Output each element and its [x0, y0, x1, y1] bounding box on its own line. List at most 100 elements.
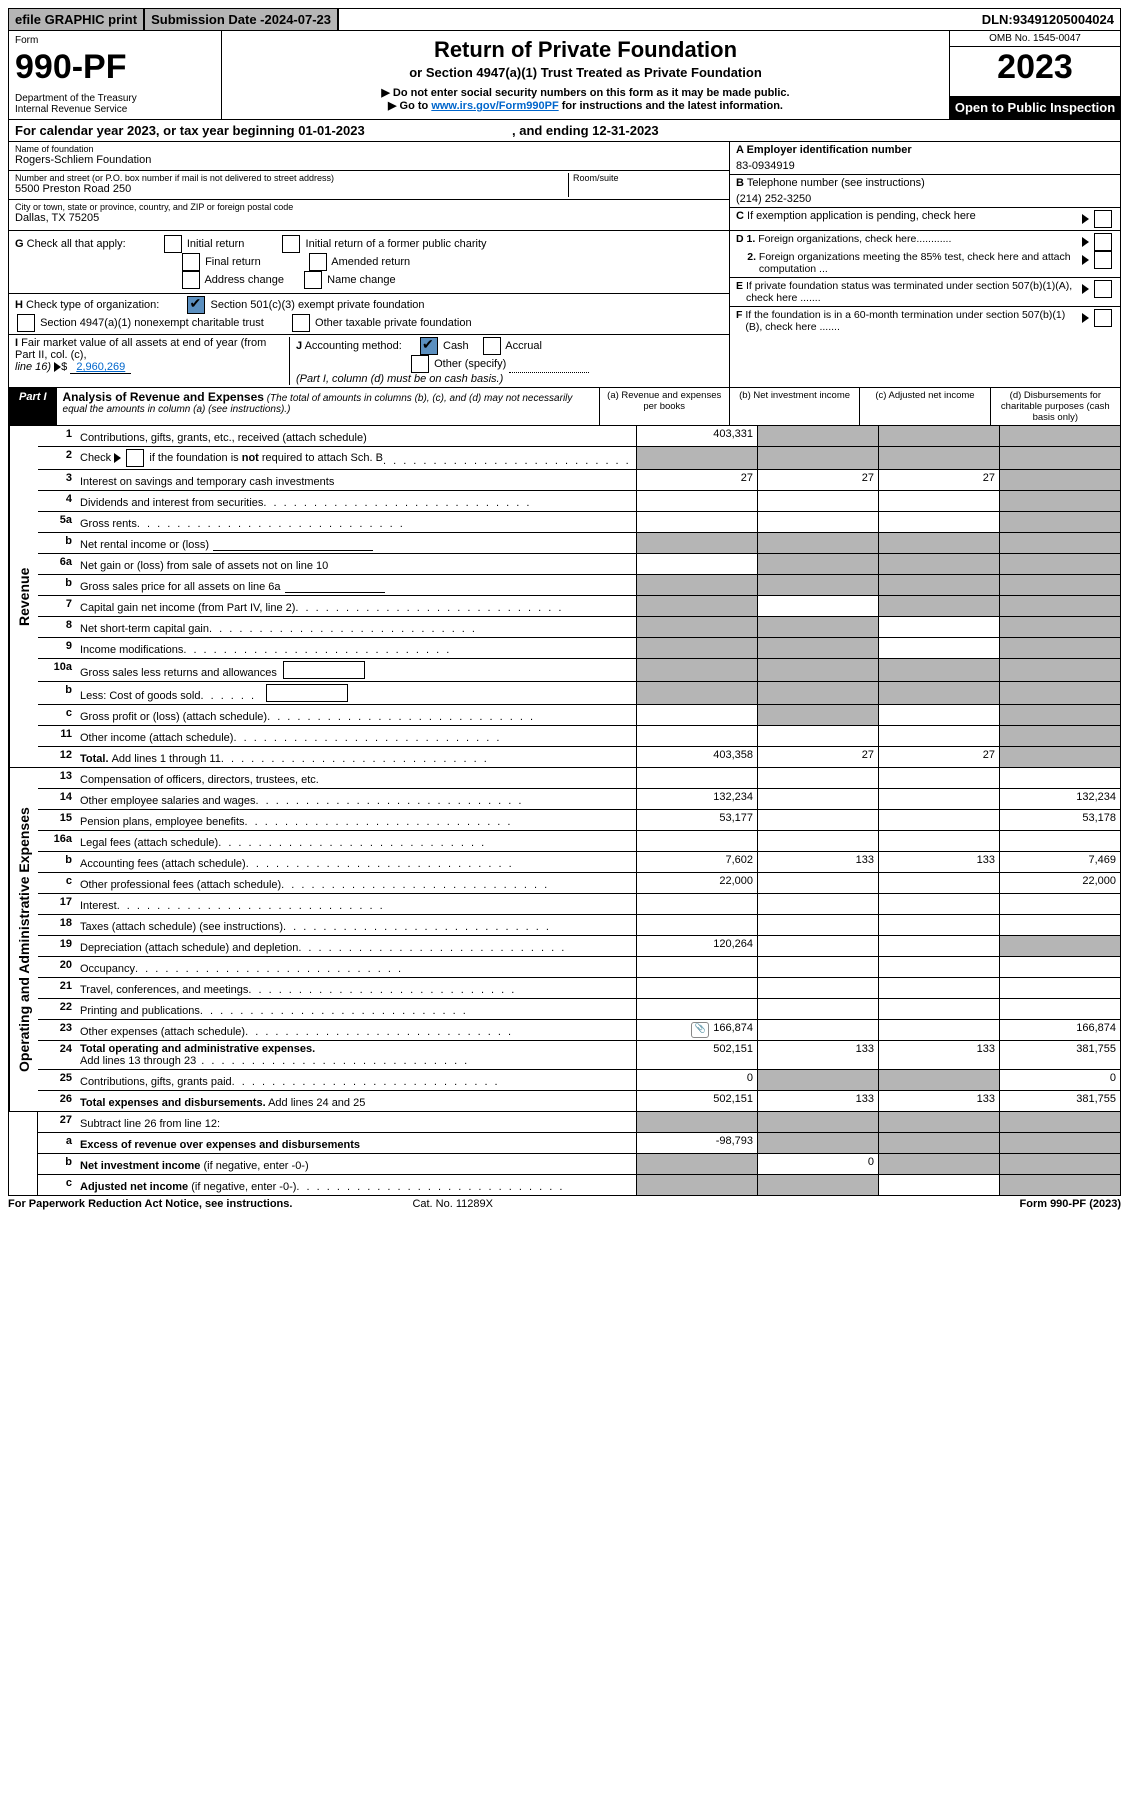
table-row: 25Contributions, gifts, grants paid 00: [38, 1070, 1120, 1091]
checkbox-accrual[interactable]: [483, 337, 501, 355]
instruction-1: ▶ Do not enter social security numbers o…: [230, 86, 941, 99]
subtotal-section: 27Subtract line 26 from line 12: aExcess…: [8, 1112, 1121, 1196]
arrow-icon: [1082, 313, 1089, 323]
checkbox-d1[interactable]: [1094, 233, 1112, 251]
form-title: Return of Private Foundation: [230, 37, 941, 63]
col-d-header: (d) Disbursements for charitable purpose…: [991, 388, 1120, 425]
dln: DLN: 93491205004024: [976, 9, 1120, 30]
dept-line-2: Internal Revenue Service: [15, 104, 215, 115]
dept-line-1: Department of the Treasury: [15, 93, 215, 104]
checkbox-initial-public[interactable]: [282, 235, 300, 253]
table-row: 3Interest on savings and temporary cash …: [38, 470, 1120, 491]
checkbox-schb[interactable]: [126, 449, 144, 467]
g-row: G Check all that apply: Initial return I…: [9, 231, 729, 294]
table-row: bLess: Cost of goods sold: [38, 682, 1120, 705]
table-row: 26Total expenses and disbursements. Add …: [38, 1091, 1120, 1111]
name-cell: Name of foundation Rogers-Schliem Founda…: [9, 142, 729, 171]
checkbox-address[interactable]: [182, 271, 200, 289]
fmv-value[interactable]: 2,960,269: [70, 361, 131, 374]
checkbox-other-tax[interactable]: [292, 314, 310, 332]
arrow-icon: [1082, 237, 1089, 247]
header-mid: Return of Private Foundation or Section …: [222, 31, 949, 119]
table-row: bAccounting fees (attach schedule) 7,602…: [38, 852, 1120, 873]
table-row: 17Interest: [38, 894, 1120, 915]
part-1-header: Part I Analysis of Revenue and Expenses …: [8, 388, 1121, 426]
attachment-icon[interactable]: 📎: [691, 1022, 709, 1038]
checkbox-501c3[interactable]: [187, 296, 205, 314]
table-row: 4Dividends and interest from securities: [38, 491, 1120, 512]
checkbox-other-method[interactable]: [411, 355, 429, 373]
checkbox-name[interactable]: [304, 271, 322, 289]
table-row: cGross profit or (loss) (attach schedule…: [38, 705, 1120, 726]
checkbox-e[interactable]: [1094, 280, 1112, 298]
revenue-section: Revenue 1Contributions, gifts, grants, e…: [8, 426, 1121, 768]
open-inspection: Open to Public Inspection: [950, 96, 1120, 119]
table-row: 10aGross sales less returns and allowanc…: [38, 659, 1120, 682]
table-row: 23Other expenses (attach schedule) 📎166,…: [38, 1020, 1120, 1041]
table-row: 2Check if the foundation is not required…: [38, 447, 1120, 470]
efile-print-button[interactable]: efile GRAPHIC print: [9, 9, 143, 30]
checkbox-final[interactable]: [182, 253, 200, 271]
arrow-icon: [1082, 255, 1089, 265]
calendar-year-row: For calendar year 2023, or tax year begi…: [8, 120, 1121, 142]
submission-date: Submission Date - 2024-07-23: [143, 9, 339, 30]
footer-left: For Paperwork Reduction Act Notice, see …: [8, 1198, 292, 1210]
form-header: Form 990-PF Department of the Treasury I…: [8, 31, 1121, 120]
table-row: 24Total operating and administrative exp…: [38, 1041, 1120, 1070]
table-row: 14Other employee salaries and wages 132,…: [38, 789, 1120, 810]
table-row: 18Taxes (attach schedule) (see instructi…: [38, 915, 1120, 936]
arrow-icon: [1082, 214, 1089, 224]
omb-number: OMB No. 1545-0047: [950, 31, 1120, 47]
exemption-pending-cell: C If exemption application is pending, c…: [730, 208, 1120, 230]
table-row: 9Income modifications: [38, 638, 1120, 659]
f-row: F If the foundation is in a 60-month ter…: [730, 307, 1120, 335]
street-address: 5500 Preston Road 250: [15, 183, 564, 195]
header-left: Form 990-PF Department of the Treasury I…: [9, 31, 222, 119]
table-row: bNet investment income (if negative, ent…: [38, 1154, 1120, 1175]
checkbox-d2[interactable]: [1094, 251, 1112, 269]
right-col-def: D 1. Foreign organizations, check here..…: [730, 231, 1120, 387]
i-j-row: I Fair market value of all assets at end…: [9, 335, 729, 387]
checkbox-initial[interactable]: [164, 235, 182, 253]
h-row: H Check type of organization: Section 50…: [9, 294, 729, 335]
checkbox-cash[interactable]: [420, 337, 438, 355]
phone-value: (214) 252-3250: [736, 193, 811, 205]
col-a-header: (a) Revenue and expenses per books: [600, 388, 730, 425]
section-g-through-f: G Check all that apply: Initial return I…: [8, 231, 1121, 388]
part-label: Part I: [9, 388, 57, 425]
table-row: bNet rental income or (loss): [38, 533, 1120, 554]
table-row: 1Contributions, gifts, grants, etc., rec…: [38, 426, 1120, 447]
foundation-info: Name of foundation Rogers-Schliem Founda…: [8, 142, 1121, 231]
table-row: 6aNet gain or (loss) from sale of assets…: [38, 554, 1120, 575]
checkbox-amended[interactable]: [309, 253, 327, 271]
instruction-2: ▶ Go to www.irs.gov/Form990PF for instru…: [230, 99, 941, 112]
table-row: 19Depreciation (attach schedule) and dep…: [38, 936, 1120, 957]
top-bar: efile GRAPHIC print Submission Date - 20…: [8, 8, 1121, 31]
ein-cell: A Employer identification number 83-0934…: [730, 142, 1120, 175]
checkbox-4947[interactable]: [17, 314, 35, 332]
table-row: 12Total. Add lines 1 through 11 403,3582…: [38, 747, 1120, 767]
table-row: 16aLegal fees (attach schedule): [38, 831, 1120, 852]
tax-year: 2023: [950, 47, 1120, 96]
footer-cat: Cat. No. 11289X: [412, 1198, 493, 1210]
table-row: 8Net short-term capital gain: [38, 617, 1120, 638]
e-row: E If private foundation status was termi…: [730, 278, 1120, 307]
expenses-side-label: Operating and Administrative Expenses: [9, 768, 38, 1111]
table-row: 11Other income (attach schedule): [38, 726, 1120, 747]
ein-value: 83-0934919: [736, 160, 795, 172]
checkbox-f[interactable]: [1094, 309, 1112, 327]
arrow-icon: [54, 362, 61, 372]
table-row: 7Capital gain net income (from Part IV, …: [38, 596, 1120, 617]
inline-box: [266, 684, 348, 702]
info-right: A Employer identification number 83-0934…: [730, 142, 1120, 230]
j-note: (Part I, column (d) must be on cash basi…: [296, 373, 503, 385]
table-row: aExcess of revenue over expenses and dis…: [38, 1133, 1120, 1154]
form-number: 990-PF: [15, 48, 215, 87]
arrow-icon: [1082, 284, 1089, 294]
form-subtitle: or Section 4947(a)(1) Trust Treated as P…: [230, 65, 941, 80]
page-footer: For Paperwork Reduction Act Notice, see …: [8, 1196, 1121, 1212]
checkbox-c[interactable]: [1094, 210, 1112, 228]
info-left: Name of foundation Rogers-Schliem Founda…: [9, 142, 730, 230]
address-cell: Number and street (or P.O. box number if…: [9, 171, 729, 200]
irs-link[interactable]: www.irs.gov/Form990PF: [431, 100, 558, 112]
